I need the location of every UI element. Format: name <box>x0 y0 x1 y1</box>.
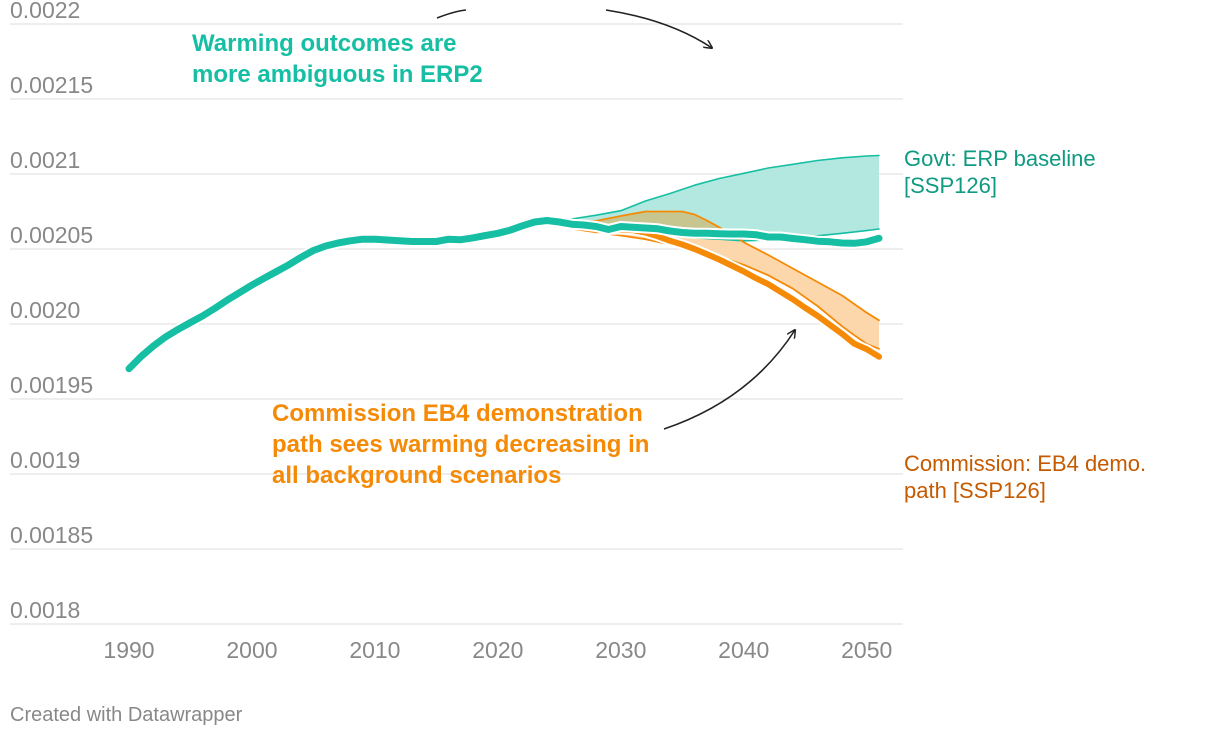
annotation-erp2-line2: more ambiguous in ERP2 <box>192 61 483 88</box>
series-label-commission-line2: path [SSP126] <box>904 478 1046 503</box>
y-tick-label: 0.0020 <box>10 297 80 323</box>
series-label-govt: Govt: ERP baseline [SSP126] <box>904 145 1096 199</box>
x-tick-label: 2040 <box>718 637 769 663</box>
lines <box>123 154 885 375</box>
y-tick-label: 0.0018 <box>10 597 80 623</box>
annotation-erp2: Warming outcomes are more ambiguous in E… <box>192 28 483 90</box>
x-axis: 1990 2000 2010 2020 2030 2040 2050 <box>103 637 892 663</box>
annotation-erp2-line1: Warming outcomes are <box>192 30 457 57</box>
x-tick-label: 1990 <box>103 637 154 663</box>
series-label-govt-line1: Govt: ERP baseline <box>904 146 1096 171</box>
erp-baseline-line <box>125 217 883 373</box>
annotation-eb4-line2: path sees warming decreasing in <box>272 431 650 458</box>
erp2-arrow <box>605 9 712 48</box>
annotation-eb4: Commission EB4 demonstration path sees w… <box>272 398 649 491</box>
annotation-eb4-line3: all background scenarios <box>272 462 562 489</box>
eb4-arrow <box>663 330 795 430</box>
series-label-commission-line1: Commission: EB4 demo. <box>904 451 1147 476</box>
y-tick-label: 0.00215 <box>10 72 93 98</box>
y-tick-label: 0.00185 <box>10 522 93 548</box>
grid <box>10 23 903 625</box>
footer-credit: Created with Datawrapper <box>10 704 243 726</box>
erp2-arrow-left-stub <box>436 9 467 19</box>
x-tick-label: 2010 <box>349 637 400 663</box>
y-tick-label: 0.0022 <box>10 0 80 23</box>
series-label-commission: Commission: EB4 demo. path [SSP126] <box>904 450 1146 504</box>
y-tick-label: 0.0021 <box>10 147 80 173</box>
x-tick-label: 2050 <box>841 637 892 663</box>
series-label-govt-line2: [SSP126] <box>904 173 997 198</box>
annotation-eb4-line1: Commission EB4 demonstration <box>272 400 643 427</box>
annotation-arrows <box>436 9 795 430</box>
x-tick-label: 2000 <box>226 637 277 663</box>
y-tick-label: 0.00195 <box>10 372 93 398</box>
y-axis: 0.0018 0.00185 0.0019 0.00195 0.0020 0.00205 0… <box>10 0 93 623</box>
erp2-upper-line <box>546 154 880 222</box>
y-tick-label: 0.0019 <box>10 447 80 473</box>
y-tick-label: 0.00205 <box>10 222 93 248</box>
x-tick-label: 2030 <box>595 637 646 663</box>
x-tick-label: 2020 <box>472 637 523 663</box>
eb4-upper-line <box>546 210 880 322</box>
